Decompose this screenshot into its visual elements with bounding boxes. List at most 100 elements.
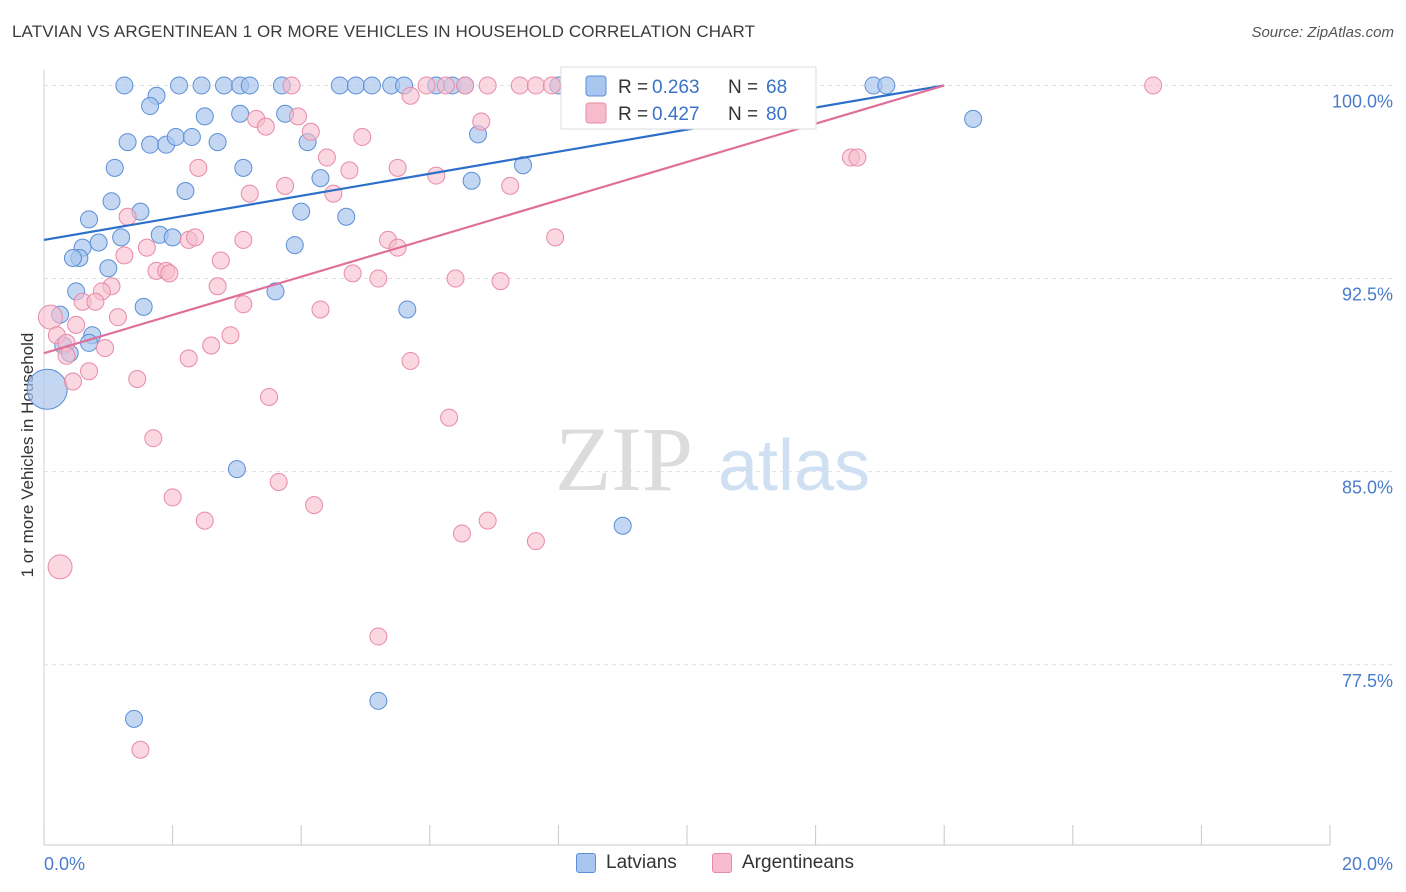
latvian-point (192, 76, 211, 95)
argentinean-point (478, 76, 497, 95)
argentinean-point (288, 107, 307, 126)
argentinean-point (234, 230, 253, 249)
argentinean-point (115, 246, 134, 265)
argentinean-point (526, 76, 545, 95)
argentinean-point (234, 295, 253, 314)
argentinean-point (47, 554, 73, 580)
argentinean-point (260, 387, 279, 406)
argentinean-point (317, 148, 336, 167)
argentinean-point (195, 511, 214, 530)
latvian-point (266, 282, 285, 301)
y-tick-label: 100.0% (1332, 91, 1393, 111)
latvian-point (231, 104, 250, 123)
argentinean-point (80, 362, 99, 381)
argentinean-point (324, 184, 343, 203)
argentinean-point (208, 277, 227, 296)
argentinean-point (179, 349, 198, 368)
latvian-point (292, 202, 311, 221)
latvian-point (964, 109, 983, 128)
argentinean-point (301, 122, 320, 141)
latvian-point (240, 76, 259, 95)
legend-label-latvians: Latvians (606, 852, 677, 873)
argentinean-point (446, 269, 465, 288)
watermark: ZIP atlas (555, 408, 870, 510)
latvian-point (877, 76, 896, 95)
x-tick-label-min: 0.0% (44, 854, 85, 874)
latvian-point (118, 133, 137, 152)
latvian-point (176, 182, 195, 201)
legend-argentinean-r-label: R = (618, 104, 648, 125)
latvian-point (99, 259, 118, 278)
latvian-point (63, 248, 82, 267)
stats-legend: R = 0.263 N = 68 R = 0.427 N = 80 (560, 66, 817, 130)
argentinean-point (63, 372, 82, 391)
latvian-point (170, 76, 189, 95)
argentinean-point (848, 148, 867, 167)
argentinean-point (311, 300, 330, 319)
latvian-point (234, 158, 253, 177)
argentinean-point (128, 369, 147, 388)
x-tick-labels: 0.0% 20.0% (44, 854, 1393, 874)
argentinean-points (37, 76, 1163, 759)
legend-swatch-argentineans (712, 853, 732, 873)
argentinean-point (276, 176, 295, 195)
y-tick-label: 77.5% (1342, 671, 1393, 691)
argentinean-point (427, 166, 446, 185)
latvian-point (337, 207, 356, 226)
latvian-point (141, 135, 160, 154)
argentinean-point (256, 117, 275, 136)
argentinean-point (369, 269, 388, 288)
argentinean-point (221, 326, 240, 345)
latvian-point (330, 76, 349, 95)
argentinean-point (436, 76, 455, 95)
argentinean-point (131, 740, 150, 759)
y-tick-labels: 77.5% 85.0% 92.5% 100.0% (1332, 91, 1393, 690)
legend-argentinean-n-label: N = (728, 104, 758, 125)
latvian-point (613, 516, 632, 535)
series-legend: Latvians Argentineans (0, 852, 1406, 878)
latvian-point (89, 233, 108, 252)
argentinean-point (186, 228, 205, 247)
latvian-point (346, 76, 365, 95)
legend-latvian-r-label: R = (618, 77, 648, 98)
argentinean-point (491, 272, 510, 291)
argentinean-point (340, 161, 359, 180)
x-axis-ticks (43, 825, 1331, 845)
legend-swatch-latvians (576, 853, 596, 873)
latvian-point (102, 192, 121, 211)
legend-latvian-n-value: 68 (766, 77, 787, 98)
argentinean-point (96, 339, 115, 358)
argentinean-point (57, 346, 76, 365)
argentinean-point (160, 264, 179, 283)
argentinean-point (456, 76, 475, 95)
argentinean-point (478, 511, 497, 530)
legend-latvian-r-value: 0.263 (652, 77, 700, 98)
latvian-point (163, 228, 182, 247)
argentinean-point (189, 158, 208, 177)
latvian-point (112, 228, 131, 247)
latvian-point (227, 460, 246, 479)
source-label: Source: ZipAtlas.com (1251, 24, 1394, 41)
legend-argentinean-r-value: 0.427 (652, 104, 700, 125)
latvian-point (134, 297, 153, 316)
argentinean-trend-line (43, 84, 945, 355)
latvian-point (195, 107, 214, 126)
argentinean-point (37, 304, 63, 330)
legend-swatch-latvian (585, 75, 607, 97)
argentinean-point (440, 408, 459, 427)
legend-argentinean-n-value: 80 (766, 104, 787, 125)
argentinean-point (388, 158, 407, 177)
argentinean-point (343, 264, 362, 283)
argentinean-point (526, 532, 545, 551)
argentinean-point (401, 351, 420, 370)
argentinean-point (67, 315, 86, 334)
legend-item-argentineans: Argentineans (712, 852, 854, 874)
legend-item-latvians: Latvians (576, 852, 677, 874)
argentinean-point (401, 86, 420, 105)
argentinean-point (202, 336, 221, 355)
argentinean-point (472, 112, 491, 131)
latvian-point (215, 76, 234, 95)
argentinean-point (269, 472, 288, 491)
watermark-atlas: atlas (718, 426, 870, 506)
y-tick-label: 85.0% (1342, 478, 1393, 498)
